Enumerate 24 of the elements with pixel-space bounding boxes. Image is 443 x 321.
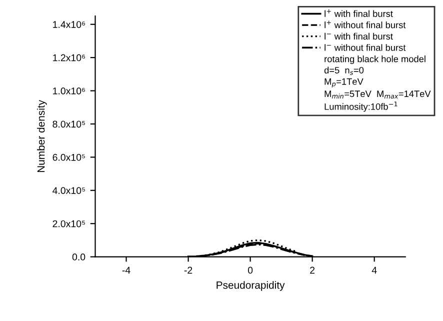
annotation: M$_{p}$=1TeV (324, 78, 364, 88)
legend-label: l$^{−}$ with final burst (324, 32, 393, 40)
y-tick-label: 1.0x10⁶ (53, 88, 85, 94)
y-axis-title: Number density (37, 100, 47, 172)
y-tick-label: 2.0x10⁵ (52, 220, 85, 228)
legend-label: l$^{+}$ with final burst (324, 9, 393, 17)
x-tick-label: 4 (372, 266, 377, 274)
annotation: d=5 n$_{s}$=0 (324, 66, 364, 75)
legend-label: l$^{−}$ without final burst (324, 44, 406, 51)
y-tick-label: 1.2x10⁶ (53, 54, 85, 62)
legend-label: l$^{+}$ without final burst (324, 20, 406, 28)
y-tick-label: 4.0x10⁵ (52, 187, 85, 194)
annotation: rotating black hole model (324, 55, 426, 64)
y-tick-label: 8.0x10⁵ (52, 120, 85, 128)
y-tick-label: 6.0x10⁵ (52, 154, 85, 161)
y-tick-label: 1.4x10⁶ (53, 21, 85, 28)
x-tick-label: -2 (184, 266, 192, 274)
annotation: M$_{min}$=5TeV M$_{max}$=14TeV (324, 90, 431, 99)
x-axis-title: Pseudorapidity (216, 281, 285, 291)
x-tick-label: -4 (122, 266, 130, 274)
x-tick-label: 2 (310, 266, 315, 274)
y-tick-label: 0.0 (72, 254, 86, 260)
x-tick-label: 0 (248, 266, 253, 274)
annotation: Luminosity:10fb$^{−1}$ (324, 102, 398, 112)
